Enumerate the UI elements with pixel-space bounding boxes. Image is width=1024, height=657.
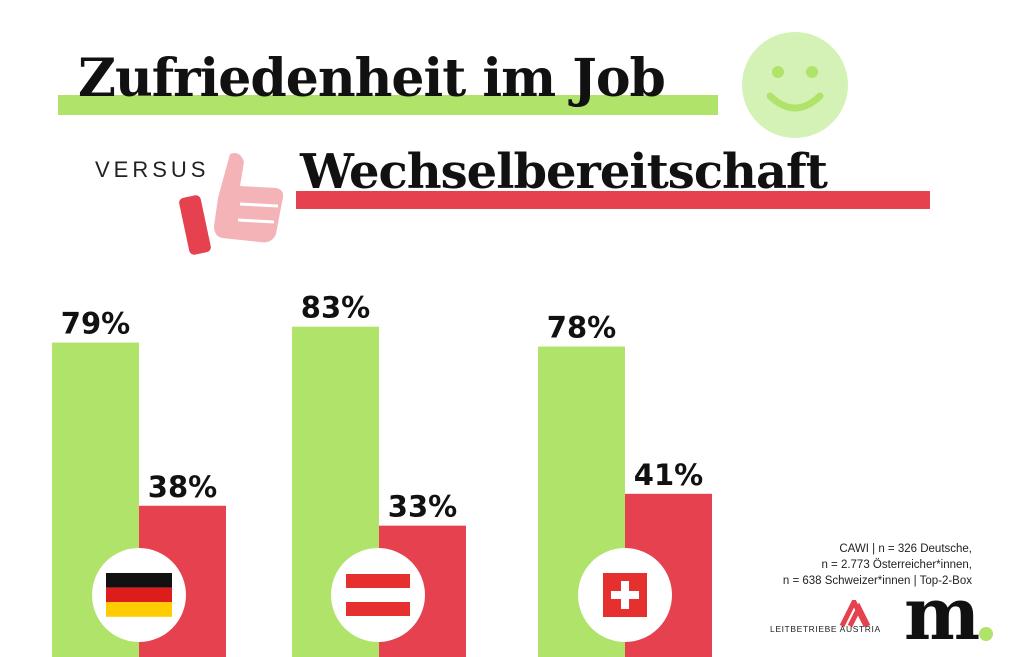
survey-note: CAWI | n = 326 Deutsche, n = 2.773 Öster…	[712, 541, 972, 589]
label-zufriedenheit: 78%	[547, 311, 616, 345]
flag-circle-switzerland	[578, 548, 672, 642]
germany-flag-icon	[106, 573, 172, 617]
survey-note-line: n = 638 Schweizer*innen | Top-2-Box	[782, 575, 972, 587]
versus-label: VERSUS	[95, 157, 210, 182]
thumbs-up-icon	[179, 153, 284, 255]
label-wechselbereitschaft: 41%	[634, 458, 703, 492]
m-logo-dot	[979, 627, 993, 641]
leitbetriebe-logo-icon	[839, 600, 871, 628]
label-zufriedenheit: 79%	[61, 307, 130, 341]
title1-highlight	[58, 95, 718, 115]
label-wechselbereitschaft: 33%	[388, 490, 457, 524]
austria-flag-icon	[346, 574, 410, 616]
leitbetriebe-logo-text: LEITBETRIEBE AUSTRIA	[770, 624, 881, 634]
survey-note-line: CAWI | n = 326 Deutsche,	[839, 543, 972, 555]
m-logo: m	[904, 571, 981, 656]
flag-circle-germany	[92, 548, 186, 642]
smiley-icon	[742, 32, 848, 138]
label-zufriedenheit: 83%	[301, 291, 370, 325]
title-line-1: Zufriedenheit im Job	[78, 48, 666, 109]
title2-highlight	[296, 191, 930, 209]
switzerland-flag-icon	[603, 573, 647, 617]
flag-circle-austria	[331, 548, 425, 642]
survey-note-line: n = 2.773 Österreicher*innen,	[821, 559, 972, 571]
title-line-2: Wechselbereitschaft	[300, 144, 828, 200]
label-wechselbereitschaft: 38%	[148, 470, 217, 504]
